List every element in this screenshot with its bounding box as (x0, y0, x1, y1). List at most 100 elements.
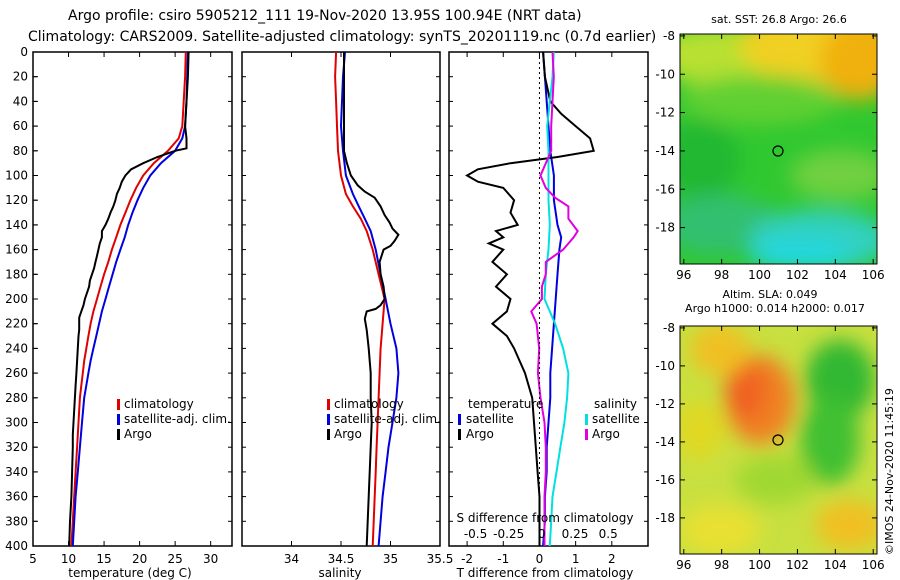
depth-axis: 0 20 40 60 80 100 120 140 160 180 200 220 240 260 280 3… (5, 45, 38, 553)
sla-map-title-line2: Argo h1000: 0.014 h2000: 0.017 (685, 302, 865, 315)
lon-tick-label: 96 (676, 268, 691, 282)
x-tick-label: 34 (284, 552, 299, 566)
x-tick-label: 1 (572, 552, 580, 566)
x-tick-label: 15 (96, 552, 111, 566)
depth-tick-label: 80 (13, 144, 28, 158)
series-line-salinity-satellite (543, 51, 570, 547)
depth-tick-label: 340 (5, 465, 28, 479)
depth-tick-label: 100 (5, 169, 28, 183)
series-line-climatology (334, 51, 386, 547)
s-difference-tick-label: -0.25 (493, 527, 524, 541)
x-tick-label: -1 (497, 552, 509, 566)
s-difference-tick-label: 0.5 (599, 527, 618, 541)
legend-swatch-climatology (327, 399, 330, 410)
sst-map-title: sat. SST: 26.8 Argo: 26.6 (711, 13, 847, 26)
lon-tick-label: 102 (786, 558, 809, 572)
legend-swatch-argo (117, 429, 120, 440)
series-line-climatology (70, 51, 187, 547)
legend-label-s-argo: Argo (592, 427, 620, 441)
depth-tick-label: 20 (13, 70, 28, 84)
series-line-salinity-argo (530, 51, 579, 546)
legend-label-argo: Argo (124, 427, 152, 441)
lat-tick-label: -14 (655, 144, 675, 158)
salinity-panel: 34 34.5 35 35.5 (242, 51, 454, 566)
depth-tick-label: 60 (13, 119, 28, 133)
depth-tick-label: 240 (5, 341, 28, 355)
depth-tick-label: 380 (5, 514, 28, 528)
lon-tick-label: 100 (748, 558, 771, 572)
lat-tick-label: -16 (655, 473, 675, 487)
depth-tick-label: 160 (5, 243, 28, 257)
legend-label-argo: Argo (334, 427, 362, 441)
sla-map-frame (679, 325, 878, 555)
lat-tick-label: -18 (655, 511, 675, 525)
lat-tick-label: -10 (655, 67, 675, 81)
temperature-legend: climatology satellite-adj. clim. Argo (117, 397, 231, 441)
legend-swatch-climatology (117, 399, 120, 410)
depth-tick-label: 0 (20, 45, 28, 59)
x-tick-label: 0 (536, 552, 544, 566)
sst-map-frame (679, 33, 878, 265)
salinity-legend: climatology satellite-adj. clim. Argo (327, 397, 441, 441)
salinity-xlabel: salinity (318, 566, 361, 580)
s-difference-xlabel: S difference from climatology (457, 511, 634, 525)
x-tick-label: 30 (203, 552, 218, 566)
depth-tick-label: 300 (5, 416, 28, 430)
chart-title-line1: Argo profile: csiro 5905212_111 19-Nov-2… (68, 8, 582, 24)
temperature-xlabel: temperature (deg C) (68, 566, 191, 580)
chart-title-line2: Climatology: CARS2009. Satellite-adjuste… (28, 29, 656, 45)
imos-credit: ©IMOS 24-Nov-2020 11:45:19 (883, 388, 896, 555)
legend-swatch-s-satellite (585, 414, 588, 425)
depth-tick-label: 320 (5, 440, 28, 454)
depth-tick-label: 220 (5, 317, 28, 331)
t-difference-xlabel: T difference from climatology (456, 566, 634, 580)
difference-legend: temperature satellite Argo salinity sate… (458, 397, 640, 441)
depth-tick-label: 260 (5, 366, 28, 380)
lat-tick-label: -10 (655, 359, 675, 373)
lon-tick-label: 106 (862, 558, 885, 572)
lon-tick-label: 106 (862, 268, 885, 282)
x-tick-label: 20 (132, 552, 147, 566)
lat-tick-label: -12 (655, 397, 675, 411)
sst-map-axes: 96 98 100 102 104 106 -8 -10 -12 -14 -16 -18 (655, 29, 884, 282)
legend-label-climatology: climatology (334, 397, 404, 411)
depth-tick-label: 200 (5, 292, 28, 306)
depth-tick-label: 120 (5, 193, 28, 207)
sst-map-field (680, 34, 877, 264)
series-line-temperature-argo (465, 51, 595, 546)
s-difference-tick-label: -0.5 (464, 527, 487, 541)
series-line-argo (68, 51, 190, 547)
x-tick-label: -2 (461, 552, 473, 566)
legend-swatch-satellite (327, 414, 330, 425)
lon-tick-label: 104 (824, 268, 847, 282)
legend-label-satellite: satellite-adj. clim. (334, 412, 441, 426)
depth-tick-label: 180 (5, 267, 28, 281)
lat-tick-label: -14 (655, 435, 675, 449)
legend-label-t-argo: Argo (466, 427, 494, 441)
legend-swatch-argo (327, 429, 330, 440)
x-tick-label: 2 (608, 552, 616, 566)
lat-tick-label: -18 (655, 221, 675, 235)
depth-tick-label: 360 (5, 490, 28, 504)
lon-tick-label: 96 (676, 558, 691, 572)
lat-tick-label: -8 (663, 29, 675, 43)
x-tick-label: 5 (29, 552, 37, 566)
lon-tick-label: 104 (824, 558, 847, 572)
temperature-panel: 5 10 15 20 25 30 (29, 51, 232, 566)
legend-swatch-s-argo (585, 429, 588, 440)
legend-swatch-t-argo (458, 429, 461, 440)
lon-tick-label: 100 (748, 268, 771, 282)
x-tick-label: 35 (383, 552, 398, 566)
depth-tick-label: 280 (5, 391, 28, 405)
legend-label-climatology: climatology (124, 397, 194, 411)
depth-tick-label: 40 (13, 94, 28, 108)
x-tick-label: 35.5 (427, 552, 454, 566)
legend-swatch-t-satellite (458, 414, 461, 425)
series-line-argo (343, 52, 400, 547)
lat-tick-label: -8 (663, 321, 675, 335)
s-difference-tick-label: 0.25 (562, 527, 589, 541)
lon-tick-label: 98 (714, 268, 729, 282)
x-tick-label: 25 (168, 552, 183, 566)
lon-tick-label: 98 (714, 558, 729, 572)
